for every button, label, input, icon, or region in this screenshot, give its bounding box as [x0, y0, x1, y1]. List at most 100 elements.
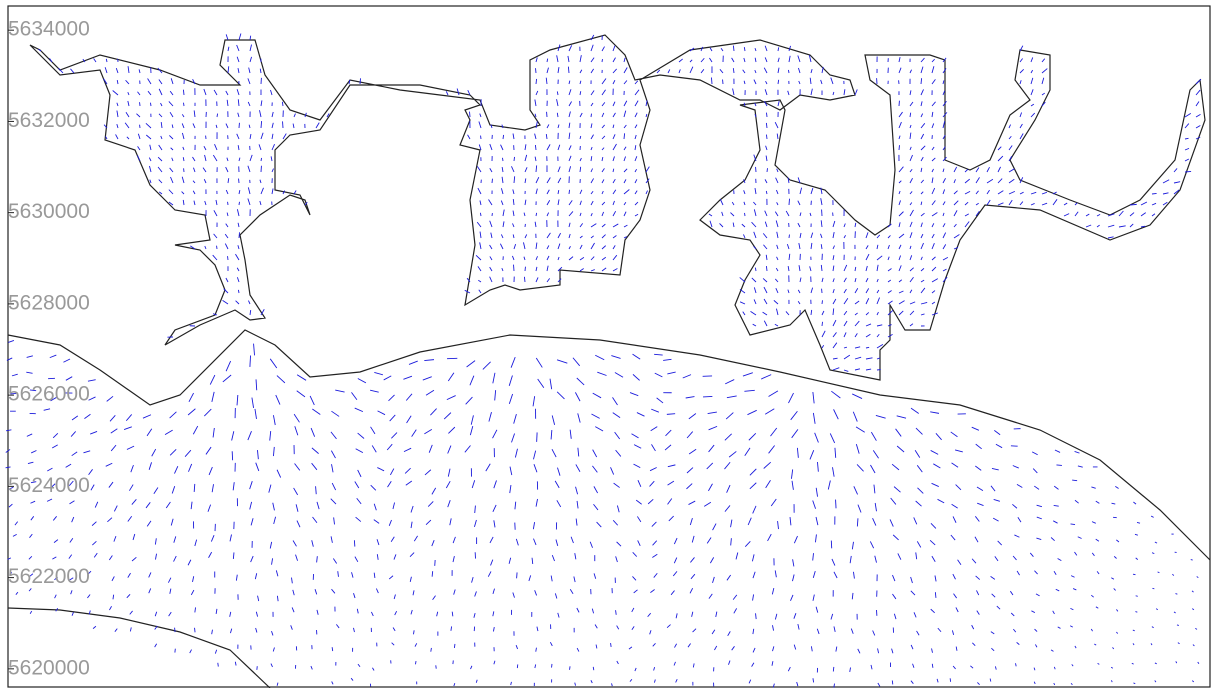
velocity-arrow [876, 324, 883, 327]
velocity-arrow [237, 289, 240, 294]
velocity-arrow [535, 256, 538, 261]
velocity-arrow [466, 277, 471, 283]
velocity-arrow [653, 572, 658, 578]
velocity-arrow [193, 167, 196, 173]
velocity-arrow [223, 288, 229, 294]
velocity-arrow [754, 267, 757, 272]
velocity-arrow [106, 395, 114, 402]
velocity-arrow [331, 410, 340, 417]
velocity-arrow [1056, 464, 1062, 466]
velocity-arrow [942, 268, 947, 272]
velocity-arrow [1184, 137, 1189, 140]
velocity-arrow [485, 463, 491, 472]
velocity-arrow [711, 629, 716, 635]
velocity-arrow [315, 486, 317, 495]
velocity-arrow [812, 678, 815, 683]
velocity-arrow [777, 100, 780, 107]
velocity-arrow [316, 501, 320, 510]
velocity-arrow [1008, 199, 1013, 206]
velocity-arrow [410, 505, 414, 513]
velocity-arrow [1173, 611, 1176, 614]
velocity-arrow [359, 78, 361, 85]
velocity-arrow [1113, 588, 1116, 591]
velocity-arrow [1077, 465, 1083, 468]
velocity-arrow [203, 179, 207, 184]
velocity-arrow [260, 132, 264, 140]
velocity-arrow [875, 415, 886, 419]
velocity-arrow [474, 505, 476, 514]
velocity-arrow [52, 433, 59, 439]
velocity-arrow [634, 89, 640, 96]
velocity-arrow [773, 300, 779, 305]
velocity-arrow [1063, 213, 1070, 217]
velocity-arrow [508, 375, 513, 386]
velocity-arrow [447, 468, 451, 477]
velocity-arrow [652, 540, 658, 546]
velocity-arrow [405, 393, 413, 401]
velocity-arrow [392, 627, 396, 632]
velocity-arrow [502, 134, 505, 140]
velocity-arrow [594, 624, 598, 629]
velocity-arrow [833, 571, 838, 579]
velocity-arrow [494, 390, 497, 401]
velocity-arrow [910, 407, 919, 414]
velocity-arrow [1140, 201, 1148, 206]
velocity-arrow [535, 212, 538, 217]
velocity-arrow [249, 355, 251, 367]
velocity-arrow [1116, 609, 1119, 612]
velocity-arrow [374, 371, 383, 376]
velocity-arrow [115, 134, 119, 140]
velocity-arrow [942, 80, 945, 85]
velocity-arrow [650, 426, 658, 432]
velocity-arrow [612, 268, 618, 272]
velocity-arrow [691, 535, 695, 543]
velocity-arrow [247, 198, 251, 206]
velocity-arrow [215, 199, 218, 206]
velocity-arrow [1113, 556, 1117, 559]
velocity-arrow [250, 518, 254, 526]
velocity-arrow [157, 156, 163, 162]
velocity-arrow [770, 498, 777, 507]
velocity-arrow [410, 521, 413, 529]
velocity-arrow [52, 516, 57, 521]
velocity-arrow [893, 613, 897, 620]
velocity-arrow [870, 464, 876, 474]
velocity-arrow [551, 448, 557, 458]
velocity-arrow [1053, 485, 1059, 490]
velocity-arrow [1175, 593, 1178, 595]
velocity-arrow [409, 576, 412, 583]
velocity-arrow [953, 179, 956, 184]
velocity-arrow [237, 222, 240, 228]
velocity-arrow [273, 516, 277, 525]
velocity-arrow [647, 498, 654, 505]
velocity-arrow [798, 243, 801, 250]
velocity-arrow [777, 57, 780, 63]
velocity-arrow [787, 177, 790, 184]
velocity-arrow [502, 209, 505, 217]
velocity-arrow [751, 554, 755, 562]
velocity-arrow [997, 155, 1004, 162]
velocity-arrow [689, 66, 694, 74]
velocity-arrow [513, 156, 515, 162]
velocity-arrow [920, 145, 926, 151]
velocity-arrow [88, 469, 93, 476]
velocity-arrow [315, 122, 320, 129]
velocity-arrow [876, 264, 879, 272]
velocity-arrow [909, 209, 914, 217]
velocity-arrow [872, 450, 879, 459]
velocity-arrow [568, 122, 571, 129]
velocity-arrow [707, 411, 717, 415]
velocity-arrow [249, 133, 252, 140]
velocity-arrow [1157, 571, 1160, 574]
velocity-arrow [1032, 468, 1038, 474]
velocity-arrow [971, 624, 975, 630]
velocity-arrow [224, 233, 229, 239]
velocity-arrow [890, 497, 897, 505]
velocity-arrow [909, 301, 916, 305]
velocity-arrow [931, 243, 935, 250]
velocity-arrow [30, 500, 36, 504]
velocity-arrow [785, 210, 790, 217]
velocity-arrow [1135, 595, 1138, 597]
velocity-arrow [247, 430, 252, 441]
velocity-arrow [649, 480, 655, 487]
